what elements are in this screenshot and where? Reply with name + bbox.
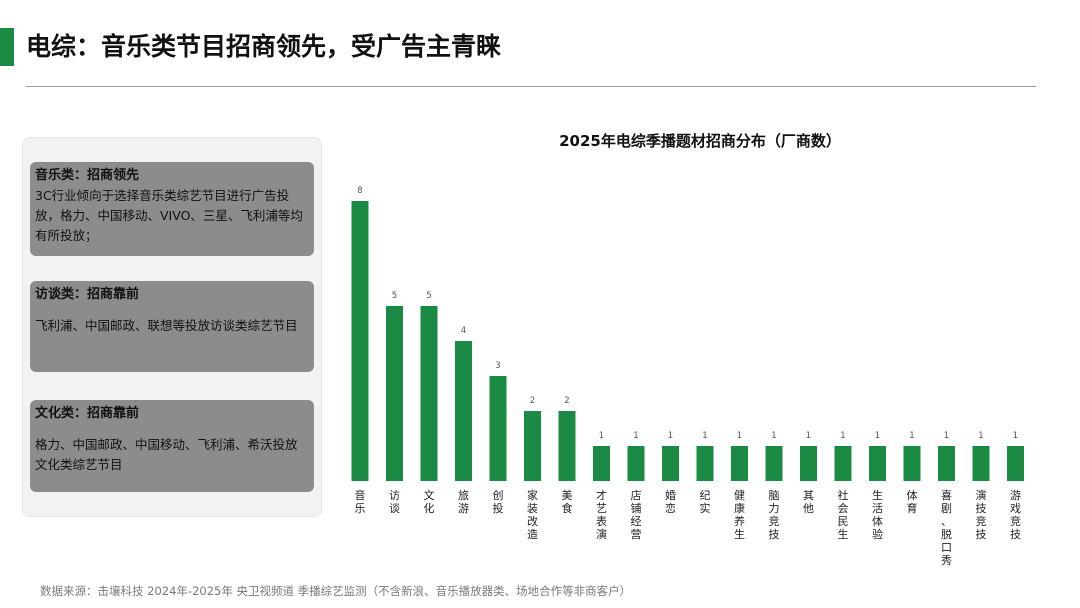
title-accent-bar [0,28,14,66]
x-tick-label: 旅游 [458,488,469,515]
x-tick-label: 生活体验 [872,488,883,541]
data-label: 2 [564,396,569,406]
bar-其他 [800,446,817,481]
data-label: 1 [840,431,845,441]
data-label: 1 [633,431,638,441]
insight-card-title: 访谈类：招商靠前 [35,287,140,302]
data-label: 1 [806,431,811,441]
data-label: 3 [495,361,500,371]
data-label: 4 [461,326,466,336]
bar-演技竞技 [972,446,990,481]
data-label: 5 [392,291,397,301]
data-label: 1 [737,431,742,441]
x-tick-label: 健康养生 [734,489,745,541]
insight-card-talk: 访谈类：招商靠前 飞利浦、中国邮政、联想等投放访谈类综艺节目 [30,281,314,372]
bar-音乐 [351,201,369,481]
bar-游戏竞技 [1007,446,1024,481]
insight-card-title: 音乐类：招商领先 [35,168,140,183]
x-tick-label: 家装改造 [527,488,538,541]
data-source-footnote: 数据来源：击壤科技 2024年-2025年 央卫视频道 季播综艺监测（不含新浪、… [40,584,632,598]
x-tick-label: 脑力竞技 [769,489,780,541]
insight-card-body: 格力、中国邮政、中国移动、飞利浦、希沃投放文化类综艺节目 [35,437,298,472]
bar-婚恋 [662,446,679,481]
bar-健康养生 [731,446,748,481]
data-label: 1 [1013,431,1018,441]
bar-喜剧、脱口秀 [938,446,955,481]
bar-家装改造 [524,411,541,481]
x-tick-label: 访谈 [389,489,400,515]
bar-店铺经营 [627,446,645,481]
x-tick-label: 其他 [803,489,814,515]
x-tick-label: 纪实 [700,489,711,515]
insight-card-body: 3C行业倾向于选择音乐类综艺节目进行广告投放，格力、中国移动、VIVO、三星、飞… [35,188,303,243]
data-label: 1 [909,431,914,441]
x-tick-label: 创投 [493,489,504,515]
x-tick-label: 婚恋 [665,488,676,515]
x-tick-label: 游戏竞技 [1010,489,1021,541]
bar-文化 [420,306,438,481]
bar-旅游 [455,341,472,481]
data-label: 1 [702,431,707,441]
insight-card-music: 音乐类：招商领先 3C行业倾向于选择音乐类综艺节目进行广告投放，格力、中国移动、… [30,162,314,256]
bar-美食 [558,411,576,481]
data-label: 1 [944,431,949,441]
bar-社会民生 [834,446,852,481]
insight-panel: 音乐类：招商领先 3C行业倾向于选择音乐类综艺节目进行广告投放，格力、中国移动、… [22,137,322,517]
data-label: 1 [875,431,880,441]
data-label: 2 [530,396,535,406]
bar-访谈 [386,306,403,481]
bar-纪实 [696,446,714,481]
insight-card-body: 飞利浦、中国邮政、联想等投放访谈类综艺节目 [35,318,298,333]
x-tick-label: 店铺经营 [631,488,642,541]
bar-创投 [489,376,507,481]
x-tick-label: 喜剧、脱口秀 [941,489,952,567]
bar-chart: 8 音乐 5 访谈 5 文化 4 旅游 3 创投 2 家装改造 2 美食 1 才艺表演 1 店铺经营 1 婚恋 1 纪实 1… [351,186,1024,567]
x-tick-label: 美食 [562,489,573,515]
x-tick-label: 演技竞技 [976,488,987,541]
insight-card-title: 文化类：招商靠前 [35,406,140,421]
chart-title: 2025年电综季播题材招商分布（厂商数） [559,132,841,150]
title-divider [26,86,1036,87]
bar-体育 [903,446,921,481]
data-label: 5 [426,291,431,301]
x-tick-label: 才艺表演 [596,488,607,541]
bar-才艺表演 [593,446,610,481]
data-label: 8 [357,186,362,196]
bar-脑力竞技 [765,446,783,481]
x-tick-label: 文化 [424,488,435,515]
data-label: 1 [668,431,673,441]
data-label: 1 [771,431,776,441]
x-tick-label: 音乐 [355,488,366,515]
page-title: 电综：音乐类节目招商领先，受广告主青睐 [26,32,502,61]
x-tick-label: 社会民生 [838,488,849,541]
x-tick-label: 体育 [907,488,918,515]
bar-生活体验 [869,446,886,481]
data-label: 1 [978,431,983,441]
data-label: 1 [599,431,604,441]
insight-card-culture: 文化类：招商靠前 格力、中国邮政、中国移动、飞利浦、希沃投放文化类综艺节目 [30,400,314,492]
